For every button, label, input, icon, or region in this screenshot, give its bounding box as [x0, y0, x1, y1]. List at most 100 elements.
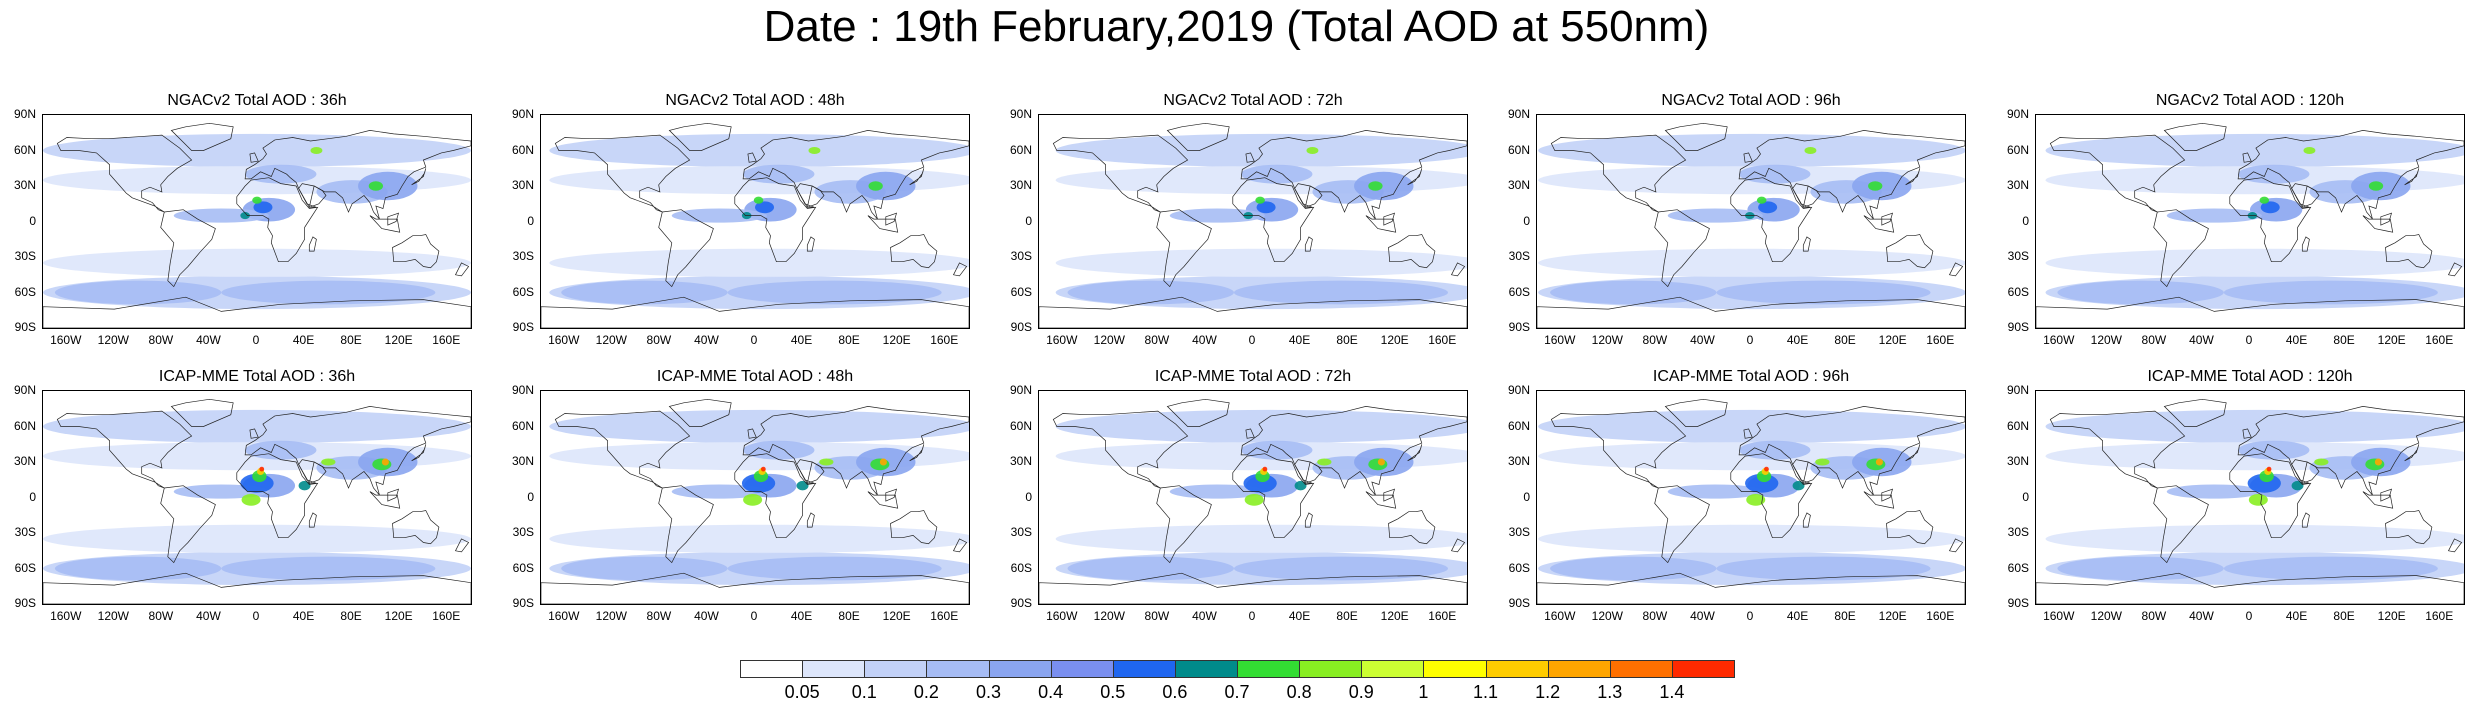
panel-title: NGACv2 Total AOD : 120h	[2155, 92, 2345, 109]
lon-tick-label: 80E	[1336, 333, 1358, 347]
coastline	[1156, 209, 1212, 288]
lat-tick-label: 60S	[1508, 560, 1530, 575]
coastline	[369, 215, 401, 233]
lon-tick-label: 120E	[2377, 609, 2406, 623]
lon-tick-label: 160W	[2043, 333, 2075, 347]
aod-band	[727, 280, 942, 305]
coastline	[1730, 453, 1813, 539]
lon-tick-label: 0	[252, 333, 260, 347]
aod-hotspot	[743, 493, 763, 506]
coastline	[2301, 512, 2310, 528]
lon-tick-label: 160E	[1926, 609, 1955, 623]
coastline	[1407, 168, 1423, 186]
coastline	[2049, 410, 2186, 489]
aod-band	[1067, 556, 1234, 581]
lon-tick-label: 120W	[1591, 609, 1623, 623]
aod-band	[561, 556, 728, 581]
coastline	[1166, 122, 1230, 151]
colorbar-swatch	[802, 660, 866, 678]
aod-hotspot	[1756, 196, 1767, 204]
lon-tick-label: 80E	[340, 333, 362, 347]
lon-tick-label: 120W	[1591, 333, 1623, 347]
lon-tick-label: 160W	[1544, 333, 1576, 347]
lon-tick-label: 0	[2245, 333, 2253, 347]
aod-band	[1055, 524, 1467, 554]
coastline	[2380, 212, 2393, 226]
coastline	[1881, 488, 1894, 502]
aod-hotspot	[253, 201, 273, 214]
coastline	[668, 398, 732, 427]
lat-tick-label: 90N	[2006, 107, 2029, 121]
coastline	[2404, 444, 2420, 462]
lon-tick-label: 80E	[1336, 609, 1358, 623]
coastline	[236, 453, 319, 539]
lon-tick-label: 80E	[838, 333, 860, 347]
lat-tick-label: 60S	[1010, 560, 1032, 575]
coastline	[454, 538, 470, 553]
coastline	[658, 485, 714, 564]
coastline	[249, 152, 259, 163]
aod-hotspot	[245, 164, 317, 184]
coastline	[2362, 215, 2394, 233]
aod-hotspot	[1792, 480, 1805, 491]
coastline	[1802, 236, 1811, 252]
coastline	[1537, 572, 1965, 604]
aod-hotspot	[1368, 181, 1383, 191]
aod-hotspot	[1317, 458, 1332, 466]
coastline	[2362, 491, 2394, 509]
coastline	[2153, 209, 2209, 288]
lat-tick-label: 90N	[13, 383, 36, 397]
aod-hotspot	[1244, 493, 1264, 506]
aod-band	[2045, 409, 2464, 444]
coastline	[2229, 453, 2312, 539]
coastline	[2301, 236, 2310, 252]
aod-map	[2035, 114, 2465, 329]
coastline	[392, 510, 440, 545]
coastline	[867, 491, 899, 509]
aod-hotspot	[1354, 171, 1414, 201]
panel-title: ICAP-MME Total AOD : 120h	[2147, 368, 2353, 385]
aod-band	[2057, 280, 2224, 305]
lon-tick-label: 160E	[432, 333, 461, 347]
coastline	[1365, 215, 1397, 233]
panel-title: ICAP-MME Total AOD : 36h	[158, 368, 356, 385]
aod-hotspot	[1868, 181, 1883, 191]
coastline	[1792, 459, 1821, 484]
coastline	[1245, 428, 1255, 439]
coastline	[56, 410, 193, 489]
lon-tick-label: 80W	[1642, 333, 1668, 347]
lat-tick-label: 90S	[14, 596, 36, 610]
map-panel: ICAP-MME Total AOD : 120h 90N 60N 30N 0 30S 60…	[1993, 368, 2465, 623]
aod-hotspot	[1866, 458, 1886, 471]
aod-band	[1233, 556, 1448, 581]
lon-tick-label: 80W	[646, 333, 672, 347]
aod-hotspot	[2291, 480, 2304, 491]
lon-tick-label: 160E	[930, 333, 959, 347]
colorbar-label: 1.3	[1597, 682, 1623, 702]
coastline	[1886, 234, 1934, 269]
map-panel: ICAP-MME Total AOD : 36h 90N 60N 30N 0 30S 60S…	[0, 368, 472, 623]
aod-band	[54, 280, 222, 305]
coastline	[806, 512, 815, 528]
colorbar-label: 1.1	[1472, 682, 1499, 702]
colorbar-label: 0.1	[851, 682, 877, 702]
aod-hotspot	[252, 196, 262, 204]
aod-hotspot	[372, 458, 392, 471]
aod-band	[2057, 556, 2224, 581]
coastline	[2153, 485, 2209, 564]
lon-tick-label: 80E	[340, 609, 362, 623]
lat-tick-label: 0	[2022, 213, 2029, 228]
coastline	[387, 488, 400, 502]
coastline	[890, 234, 938, 269]
lat-tick-label: 90S	[512, 596, 534, 610]
lat-tick-label: 90S	[2007, 320, 2029, 334]
aod-band	[43, 133, 471, 168]
lat-tick-label: 60N	[13, 418, 36, 433]
coastline	[369, 491, 401, 509]
lat-tick-label: 30S	[2007, 249, 2029, 263]
lon-tick-label: 0	[1248, 609, 1256, 623]
coastline	[2291, 183, 2320, 208]
lat-tick-label: 30N	[511, 454, 534, 468]
lon-tick-label: 40E	[292, 333, 315, 347]
lon-tick-label: 120W	[1093, 333, 1125, 347]
